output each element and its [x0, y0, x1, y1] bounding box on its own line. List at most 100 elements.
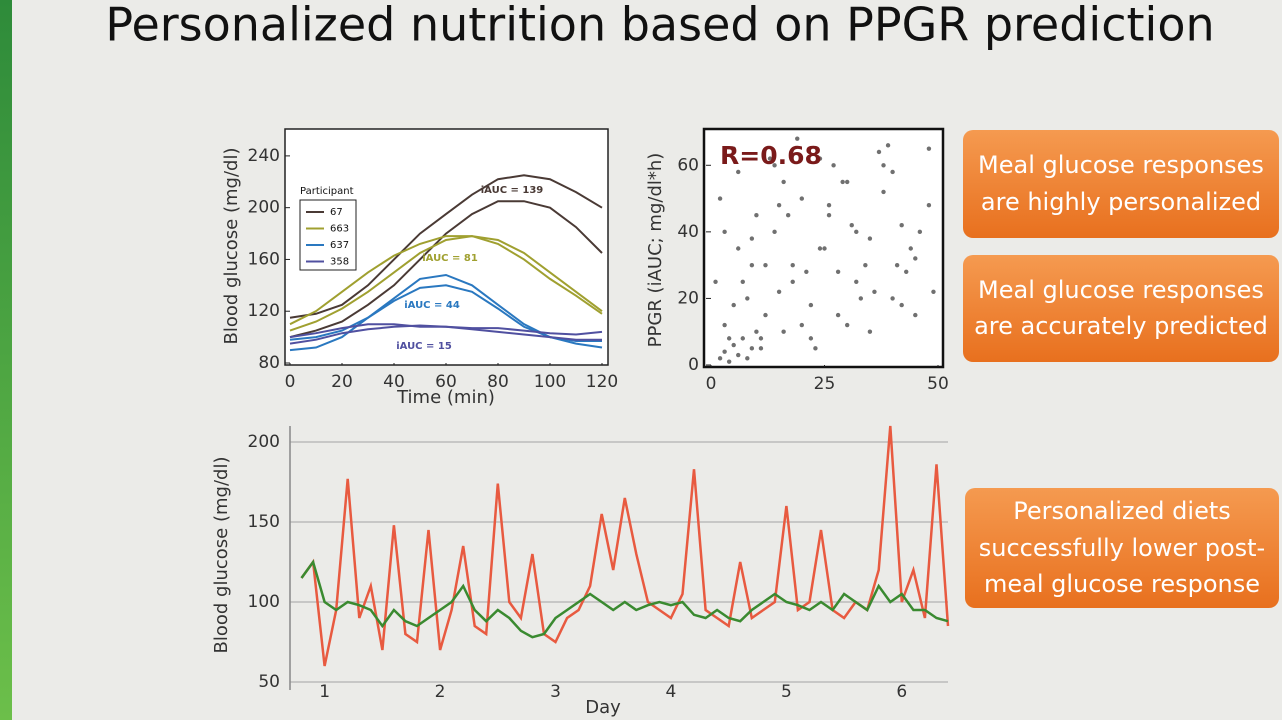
x-tick-label: 6: [896, 682, 907, 702]
point: [795, 136, 800, 141]
point: [722, 229, 727, 235]
y-tick-label: 160: [248, 249, 280, 269]
callout-text: Meal glucose responses: [978, 276, 1264, 304]
point: [849, 223, 854, 228]
annotation: R=0.68: [720, 141, 822, 170]
slide-title: Personalized nutrition based on PPGR pre…: [105, 0, 1214, 52]
y-axis-label: Blood glucose (mg/dl): [211, 457, 232, 654]
point: [926, 146, 932, 151]
point: [722, 349, 727, 354]
y-tick-label: 20: [677, 288, 699, 308]
point: [754, 329, 759, 334]
point: [722, 322, 727, 328]
point: [781, 329, 786, 334]
point: [835, 312, 841, 318]
point: [749, 262, 755, 268]
point: [890, 296, 895, 301]
y-tick-label: 60: [677, 155, 699, 175]
point: [808, 302, 814, 308]
point: [799, 196, 804, 201]
point: [913, 312, 918, 318]
point: [740, 336, 745, 341]
line: [289, 174, 603, 319]
y-tick-label: 200: [248, 198, 280, 218]
point: [808, 336, 814, 341]
x-tick-label: 3: [550, 682, 561, 702]
point: [845, 179, 850, 185]
y-axis-label: PPGR (iAUC; mg/dl*h): [645, 153, 666, 348]
point: [758, 336, 764, 341]
line: [289, 200, 603, 339]
point: [817, 246, 823, 251]
line: [289, 235, 603, 326]
y-tick-label: 150: [248, 512, 280, 532]
point: [817, 156, 823, 161]
point: [804, 269, 809, 274]
y-tick-label: 100: [248, 592, 280, 612]
point: [826, 203, 832, 208]
x-tick-label: 80: [487, 372, 509, 392]
y-tick-label: 80: [258, 353, 280, 373]
annotation: iAUC = 139: [481, 185, 544, 196]
legend-label: 67: [330, 207, 343, 218]
line: [289, 235, 603, 332]
point: [926, 203, 932, 208]
point: [908, 246, 913, 251]
point: [717, 196, 723, 201]
point: [858, 296, 864, 301]
point: [790, 262, 795, 268]
line: [300, 425, 950, 667]
point: [799, 322, 804, 328]
x-tick-label: 0: [706, 374, 717, 394]
point: [763, 312, 768, 318]
point: [854, 229, 859, 235]
point: [890, 169, 895, 175]
plot-frame: [284, 128, 609, 366]
point: [776, 203, 782, 208]
callouts: [963, 130, 1279, 608]
point: [736, 352, 741, 358]
point: [745, 296, 750, 301]
callout-text: successfully lower post-: [979, 534, 1265, 562]
points: [713, 136, 936, 364]
side-strip: [0, 0, 12, 720]
point: [767, 156, 773, 161]
point: [845, 322, 850, 328]
point: [731, 146, 736, 151]
point: [785, 213, 791, 218]
point: [713, 279, 718, 284]
x-axis-label: Day: [585, 697, 621, 718]
point: [776, 289, 782, 294]
point: [763, 262, 768, 268]
x-axis-label: Time (min): [396, 387, 495, 408]
x-tick-label: 4: [666, 682, 677, 702]
legend-label: 663: [330, 224, 349, 235]
point: [872, 289, 877, 294]
callout-box: [965, 488, 1279, 608]
point: [863, 262, 868, 268]
point: [831, 163, 836, 168]
point: [758, 346, 764, 351]
point: [717, 356, 723, 361]
point: [731, 302, 736, 308]
y-tick-label: 50: [258, 672, 280, 692]
annotation: iAUC = 44: [404, 300, 460, 311]
callout-text: Meal glucose responses: [978, 151, 1264, 179]
point: [840, 179, 845, 185]
point: [749, 236, 755, 241]
point: [726, 336, 732, 341]
callout-text: are accurately predicted: [974, 312, 1268, 340]
point: [867, 329, 873, 334]
x-tick-label: 2: [435, 682, 446, 702]
x-tick-label: 60: [435, 372, 457, 392]
point: [899, 302, 904, 308]
line: [300, 559, 949, 639]
y-tick-label: 40: [677, 222, 699, 242]
point: [899, 223, 904, 228]
legend: Participant 67 663 637 358: [299, 186, 357, 271]
x-tick-label: 100: [534, 372, 566, 392]
point: [781, 179, 786, 185]
point: [740, 279, 745, 284]
point: [772, 229, 777, 235]
point: [904, 269, 909, 274]
